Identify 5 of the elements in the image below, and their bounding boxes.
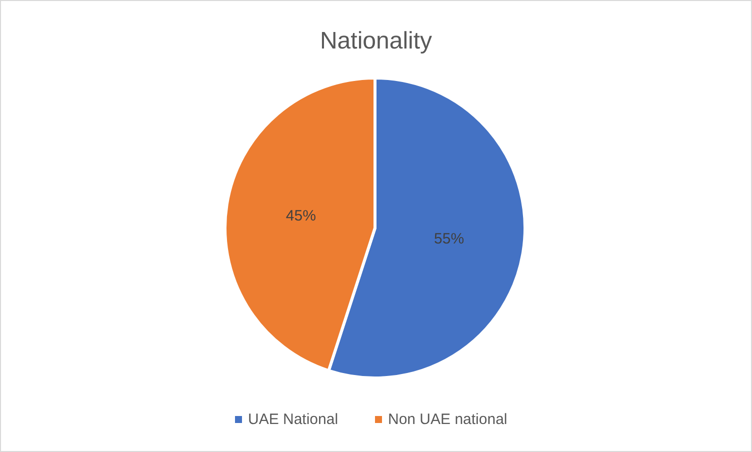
data-label: 45% [286, 207, 316, 224]
legend-label: UAE National [248, 410, 338, 428]
legend-label: Non UAE national [388, 410, 508, 428]
data-label: 55% [434, 230, 464, 248]
chart-title: Nationality [320, 27, 432, 54]
